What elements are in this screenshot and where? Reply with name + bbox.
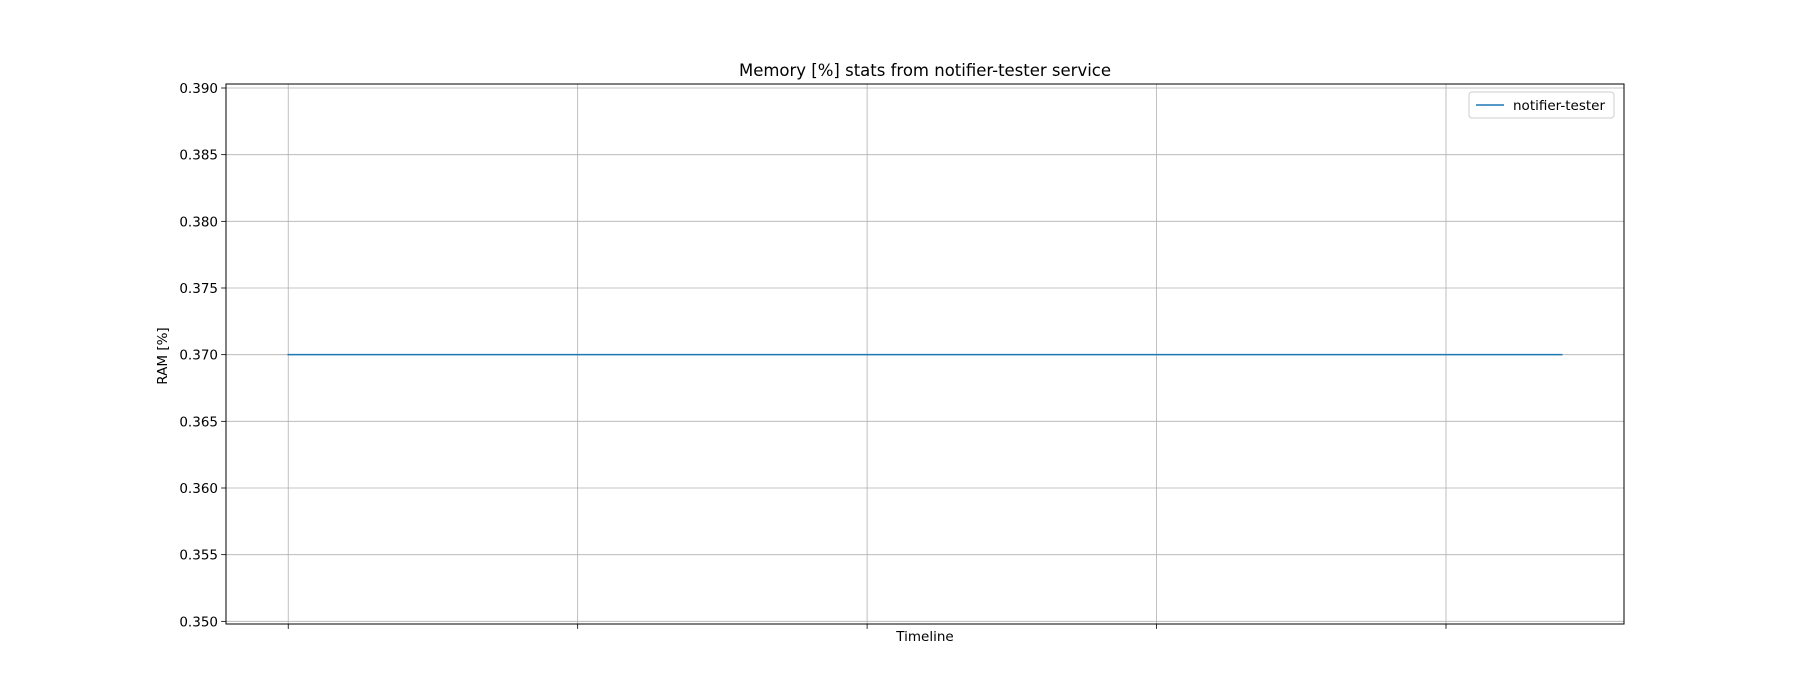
y-tick-label: 0.370 <box>179 348 218 364</box>
x-axis-ticks <box>287 624 1447 629</box>
y-tick-label: 0.380 <box>179 214 218 230</box>
y-axis-label: RAM [%] <box>155 327 171 384</box>
y-tick-label: 0.355 <box>179 548 218 564</box>
legend-box <box>1468 91 1615 119</box>
legend: notifier-tester <box>1468 91 1615 119</box>
y-tick-label: 0.375 <box>179 281 218 297</box>
legend-label: notifier-tester <box>1513 98 1605 114</box>
y-tick-label: 0.385 <box>179 148 218 164</box>
chart-title: Memory [%] stats from notifier-tester se… <box>739 61 1111 80</box>
y-tick-label: 0.360 <box>179 481 218 497</box>
plot-frame <box>225 83 1625 625</box>
y-tick-label: 0.350 <box>179 614 218 630</box>
plot-area <box>225 83 1625 625</box>
y-axis-ticks: 0.350 0.355 0.360 0.365 0.370 0.375 0.380 0.385… <box>179 81 226 630</box>
x-axis-label: Timeline <box>895 629 953 645</box>
y-tick-label: 0.365 <box>179 414 218 430</box>
y-tick-label: 0.390 <box>179 81 218 97</box>
